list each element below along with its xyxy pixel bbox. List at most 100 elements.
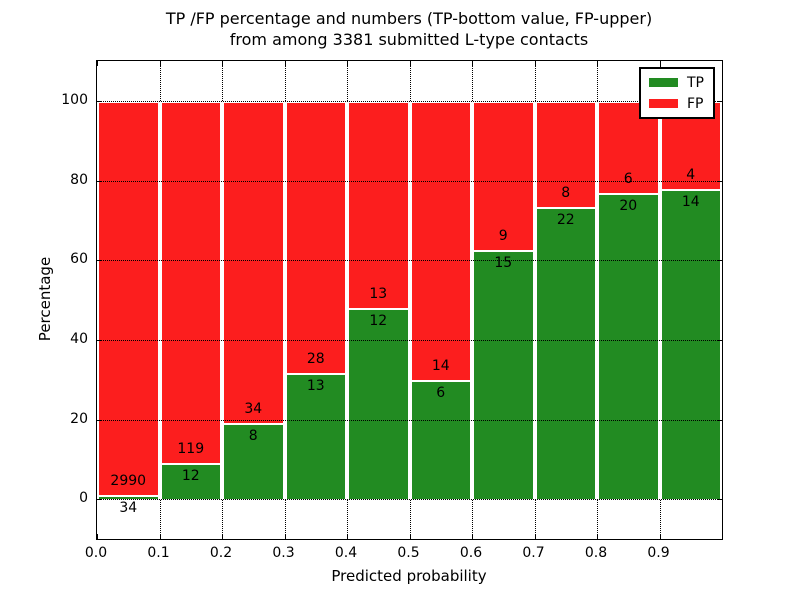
tp-count-label: 14	[681, 194, 700, 211]
fp-bar-segment	[284, 100, 347, 373]
x-tick-mark-top	[597, 61, 598, 66]
tp-bar-segment	[97, 494, 160, 500]
x-tick-mark-top	[97, 61, 98, 66]
y-tick-label: 60	[70, 251, 88, 268]
horizontal-gridline	[97, 339, 722, 341]
tp-count-label: 6	[436, 384, 446, 401]
tp-bar-segment	[409, 379, 472, 500]
x-tick-mark	[284, 534, 286, 539]
x-tick-mark	[159, 534, 161, 539]
y-tick-mark-right	[717, 499, 722, 501]
x-tick-mark-top	[659, 61, 661, 66]
fp-count-label: 2990	[110, 472, 147, 489]
tp-bar-segment	[597, 192, 660, 500]
x-tick-label: 0.8	[584, 545, 608, 561]
y-tick-mark	[97, 100, 102, 102]
x-tick-label: 0.7	[522, 545, 545, 561]
y-axis-label: Percentage	[36, 256, 54, 342]
tp-bar-segment	[222, 423, 285, 500]
tp-bar-segment	[659, 189, 722, 500]
x-tick-label: 0.9	[647, 545, 670, 561]
chart-title-line2: from among 3381 submitted L-type contact…	[229, 30, 589, 49]
tp-bar-segment	[284, 372, 347, 500]
horizontal-gridline	[97, 419, 722, 421]
plot-area: 2990 34 119 12 34 8 28 13 13 12 14 6 9 15 8 22 6 20 4 14 TP…	[96, 60, 723, 540]
fp-bar-segment	[534, 100, 597, 208]
legend-item-fp: FP	[649, 95, 704, 112]
legend: TP FP	[639, 67, 715, 119]
fp-bar-segment	[472, 100, 535, 251]
y-tick-label: 80	[70, 171, 88, 188]
horizontal-gridline	[97, 260, 722, 262]
y-tick-label: 0	[79, 490, 88, 507]
x-axis-label: Predicted probability	[331, 567, 487, 585]
tp-count-label: 13	[306, 377, 325, 394]
fp-count-label: 4	[686, 167, 696, 184]
tp-bar-segment	[347, 307, 410, 500]
tp-count-label: 15	[494, 255, 513, 272]
tp-bar-segment	[534, 207, 597, 500]
y-tick-label: 20	[70, 410, 88, 427]
x-tick-mark	[222, 534, 223, 539]
fp-count-label: 34	[244, 401, 263, 418]
tp-count-label: 34	[119, 499, 138, 516]
x-tick-mark	[347, 534, 348, 539]
fp-count-label: 6	[623, 170, 633, 187]
horizontal-gridline	[97, 499, 722, 501]
fp-count-label: 13	[369, 285, 388, 302]
y-tick-mark-right	[717, 260, 722, 262]
tp-count-label: 22	[556, 212, 575, 229]
x-tick-label: 0.1	[147, 545, 170, 561]
fp-count-label: 28	[306, 350, 325, 367]
fp-count-label: 8	[561, 185, 571, 202]
x-tick-label: 0.0	[84, 545, 108, 561]
x-tick-label: 0.2	[209, 545, 233, 561]
x-tick-mark	[597, 534, 598, 539]
x-tick-label: 0.6	[459, 545, 483, 561]
fp-bar-segment	[222, 100, 285, 424]
tp-bar-segment	[472, 250, 535, 500]
horizontal-gridline	[97, 180, 722, 182]
y-tick-mark	[97, 419, 102, 421]
x-tick-mark	[409, 534, 411, 539]
fp-bar-segment	[409, 100, 472, 380]
fp-legend-swatch-icon	[649, 99, 678, 108]
x-tick-mark	[472, 534, 473, 539]
y-tick-mark-right	[717, 419, 722, 421]
tp-legend-swatch-icon	[649, 78, 678, 87]
fp-bar-segment	[597, 100, 660, 193]
y-tick-mark-right	[717, 180, 722, 182]
x-tick-mark	[97, 534, 98, 539]
x-tick-mark	[659, 534, 661, 539]
x-tick-mark-top	[284, 61, 286, 66]
fp-count-label: 119	[177, 440, 205, 457]
tp-count-label: 20	[619, 197, 638, 214]
y-tick-label: 40	[70, 330, 88, 347]
x-tick-mark-top	[222, 61, 223, 66]
legend-label-fp: FP	[687, 95, 704, 112]
tp-count-label: 12	[369, 312, 388, 329]
fp-count-label: 9	[498, 228, 508, 245]
fp-count-label: 14	[431, 357, 450, 374]
x-tick-label: 0.5	[397, 545, 420, 561]
x-tick-mark	[534, 534, 536, 539]
x-tick-mark-top	[409, 61, 411, 66]
x-tick-label: 0.4	[334, 545, 358, 561]
fp-bar-segment	[347, 100, 410, 308]
tp-count-label: 12	[181, 467, 200, 484]
horizontal-gridline	[97, 100, 722, 102]
fp-bar-segment	[97, 100, 160, 495]
y-tick-mark-right	[717, 339, 722, 341]
x-tick-label: 0.3	[272, 545, 295, 561]
fp-bar-segment	[159, 100, 222, 463]
x-tick-mark-top	[472, 61, 473, 66]
y-tick-label: 100	[61, 91, 88, 108]
tp-count-label: 8	[248, 428, 258, 445]
tp-bar-segment	[159, 462, 222, 500]
y-tick-mark	[97, 499, 102, 501]
x-tick-mark-top	[534, 61, 536, 66]
y-tick-mark	[97, 180, 102, 182]
x-tick-mark-top	[347, 61, 348, 66]
y-tick-mark-right	[717, 100, 722, 102]
